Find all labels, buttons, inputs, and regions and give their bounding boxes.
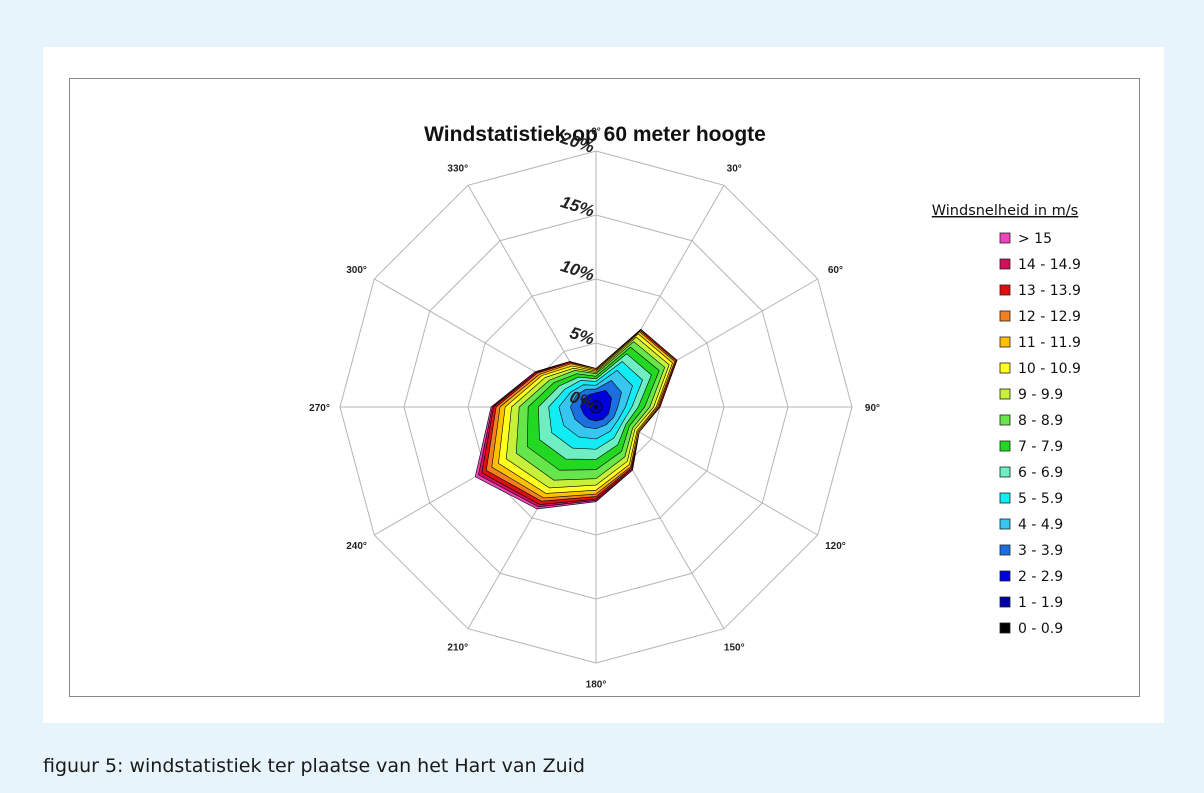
- radial-tick-label: 15%: [558, 192, 596, 221]
- legend-swatch: [999, 310, 1011, 322]
- chart-frame: Windstatistiek op 60 meter hoogte 0° 30° 6…: [69, 78, 1140, 697]
- legend-label: 13 - 13.9: [1018, 283, 1081, 299]
- radial-tick-label: 5%: [567, 323, 596, 349]
- legend-label: 7 - 7.9: [1018, 439, 1063, 455]
- series-area-0-0-9: [594, 405, 598, 409]
- direction-label: 90°: [865, 403, 880, 414]
- legend-swatch: [999, 414, 1011, 426]
- legend-swatch: [999, 258, 1011, 270]
- series-layer: [474, 329, 678, 510]
- legend-swatch: [999, 336, 1011, 348]
- direction-label: 210°: [447, 642, 468, 653]
- figure-panel: Windstatistiek op 60 meter hoogte 0° 30° 6…: [43, 47, 1164, 723]
- legend-swatch: [999, 466, 1011, 478]
- legend-label: 6 - 6.9: [1018, 465, 1063, 481]
- figure-caption: figuur 5: windstatistiek ter plaatse van…: [43, 755, 585, 777]
- legend-label: 9 - 9.9: [1018, 387, 1063, 403]
- direction-label: 30°: [727, 164, 742, 175]
- legend-swatch: [999, 570, 1011, 582]
- direction-label: 60°: [828, 265, 843, 276]
- legend-swatch: [999, 596, 1011, 608]
- legend-swatch: [999, 232, 1011, 244]
- chart-title: Windstatistiek op 60 meter hoogte: [424, 123, 766, 146]
- legend-swatch: [999, 492, 1011, 504]
- legend-swatch: [999, 284, 1011, 296]
- direction-label: 150°: [724, 642, 745, 653]
- legend-swatch: [999, 544, 1011, 556]
- legend-title: Windsnelheid in m/s: [932, 203, 1078, 219]
- legend-label: 11 - 11.9: [1018, 335, 1081, 351]
- radial-tick-label: 10%: [558, 256, 596, 285]
- legend-swatch: [999, 440, 1011, 452]
- legend-label: 1 - 1.9: [1018, 595, 1063, 611]
- direction-label: 180°: [586, 679, 607, 690]
- direction-label: 300°: [346, 265, 367, 276]
- legend-label: 0 - 0.9: [1018, 621, 1063, 637]
- direction-label: 120°: [825, 541, 846, 552]
- legend-label: 5 - 5.9: [1018, 491, 1063, 507]
- legend-label: 2 - 2.9: [1018, 569, 1063, 585]
- legend-label: 10 - 10.9: [1018, 361, 1081, 377]
- direction-label: 270°: [309, 403, 330, 414]
- direction-label: 0°: [591, 127, 601, 138]
- legend: Windsnelheid in m/s > 15 14 - 14.9 13 - 13…: [932, 203, 1081, 637]
- legend-swatch: [999, 362, 1011, 374]
- legend-label: 3 - 3.9: [1018, 543, 1063, 559]
- legend-label: 12 - 12.9: [1018, 309, 1081, 325]
- legend-swatch: [999, 622, 1011, 634]
- wind-rose-chart: Windstatistiek op 60 meter hoogte 0° 30° 6…: [309, 123, 1081, 690]
- legend-label: 14 - 14.9: [1018, 257, 1081, 273]
- direction-label: 330°: [447, 164, 468, 175]
- legend-label: > 15: [1018, 231, 1052, 247]
- legend-label: 8 - 8.9: [1018, 413, 1063, 429]
- legend-label: 4 - 4.9: [1018, 517, 1063, 533]
- direction-label: 240°: [346, 541, 367, 552]
- legend-swatch: [999, 388, 1011, 400]
- legend-swatch: [999, 518, 1011, 530]
